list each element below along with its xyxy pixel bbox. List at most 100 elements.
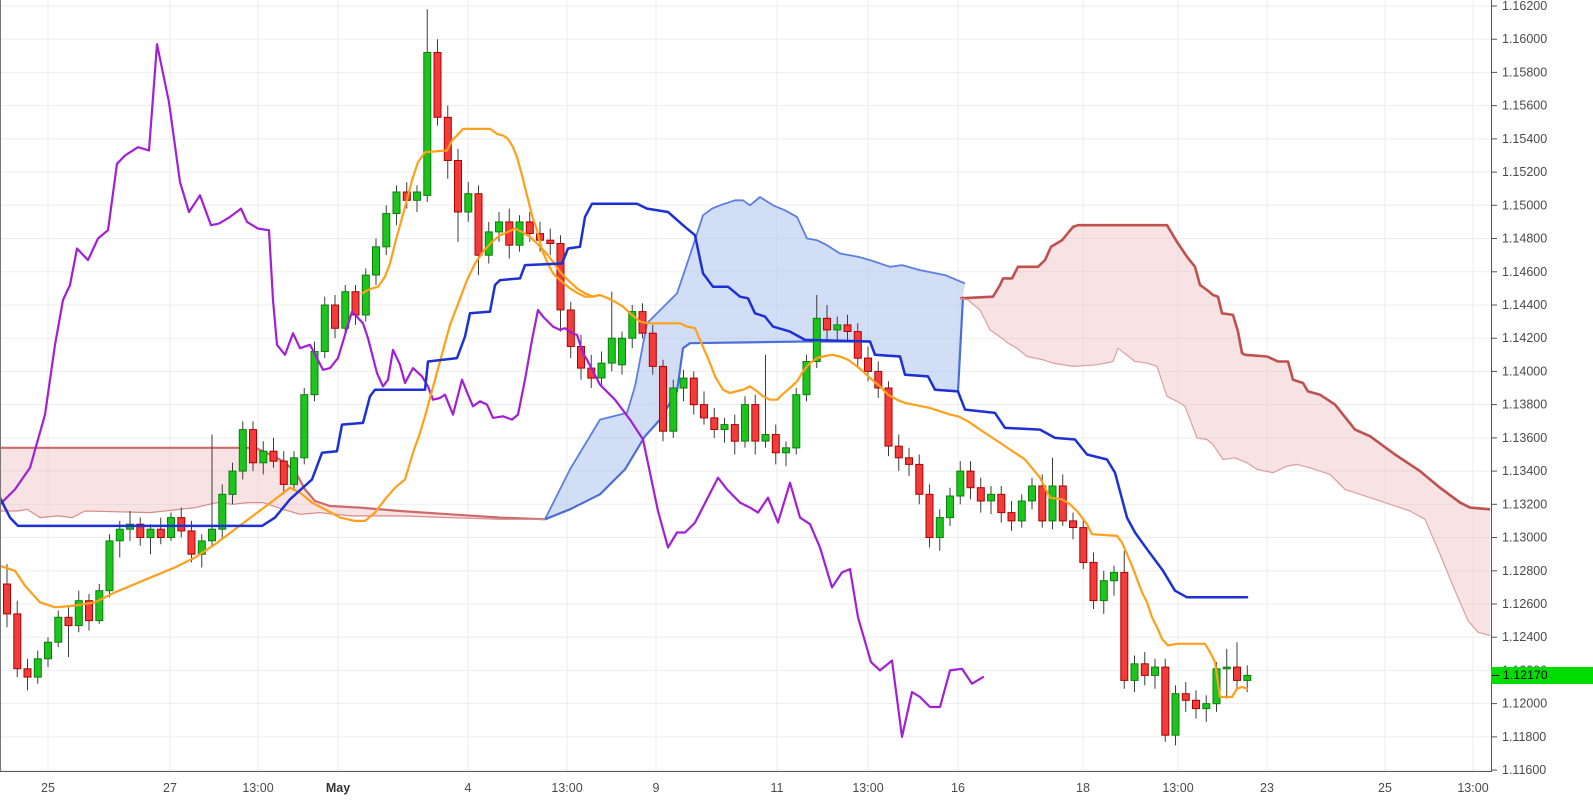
candle-up: [956, 470, 965, 497]
candle-up: [372, 246, 380, 276]
candle-down: [648, 332, 657, 367]
candle-down: [843, 324, 852, 332]
candle-up: [382, 213, 391, 248]
time-tick-label: 25: [41, 781, 55, 795]
candle-down: [751, 404, 760, 442]
tenkan-sen-line: [0, 227, 1249, 699]
time-tick-label: 18: [1076, 781, 1090, 795]
candle-down: [156, 528, 165, 539]
candle-up: [228, 470, 237, 495]
candle-up: [607, 337, 616, 364]
candle-down: [433, 52, 442, 118]
candle-up: [669, 387, 678, 432]
candle-up: [238, 429, 247, 472]
candle-down: [1089, 561, 1098, 602]
candle-down: [915, 463, 924, 495]
candle-up: [1171, 693, 1180, 736]
candle-down: [279, 460, 288, 485]
candle-up: [792, 394, 801, 449]
candle-down: [1140, 663, 1149, 676]
time-tick-label: 13:00: [1162, 781, 1193, 795]
price-tick-label: 1.13600: [1502, 431, 1547, 445]
price-tick-label: 1.13800: [1502, 398, 1547, 412]
candles-series: [3, 9, 1252, 746]
price-tick-label: 1.12000: [1502, 697, 1547, 711]
candle-up: [946, 495, 954, 519]
candle-up: [935, 517, 944, 538]
candle-up: [392, 191, 401, 215]
price-tick-label: 1.13000: [1502, 531, 1547, 545]
candle-down: [443, 116, 452, 162]
candle-up: [361, 274, 370, 316]
candle-up: [167, 517, 175, 538]
candle-up: [1017, 500, 1026, 522]
candle-down: [1120, 571, 1129, 681]
candle-up: [95, 590, 104, 622]
price-tick-label: 1.13200: [1502, 497, 1547, 511]
candle-up: [33, 658, 42, 678]
candle-up: [484, 231, 493, 256]
candle-down: [546, 239, 555, 244]
candle-up: [1243, 674, 1252, 681]
time-axis[interactable]: 25 27 13:00 May 4 13:00 9 11 13:00 16 18 13:00 23 25 1…: [0, 771, 1492, 796]
tenkan-sen-fast-line: [360, 127, 602, 298]
candle-down: [894, 445, 903, 459]
current-price-label: 1.12170: [1491, 667, 1593, 684]
price-tick-label: 1.16200: [1502, 0, 1547, 13]
price-tick-label: 1.15600: [1502, 99, 1547, 113]
candle-down: [1079, 527, 1088, 563]
time-tick-label: 16: [951, 781, 965, 795]
chikou-span-line: [0, 43, 985, 739]
price-tick-label: 1.14400: [1502, 298, 1547, 312]
candle-down: [966, 470, 975, 489]
candle-down: [525, 221, 534, 234]
time-tick-label: 13:00: [852, 781, 883, 795]
candle-down: [874, 370, 883, 389]
candle-up: [1130, 663, 1139, 681]
kumo-right-red-upper-edge: [959, 223, 1491, 511]
candle-up: [423, 52, 432, 196]
candle-up: [618, 337, 626, 366]
candle-down: [136, 523, 145, 539]
candle-down: [1181, 693, 1190, 701]
candle-up: [1222, 666, 1231, 670]
candle-up: [628, 311, 637, 339]
candle-down: [13, 613, 22, 670]
candle-down: [474, 193, 483, 256]
time-tick-label: 27: [163, 781, 177, 795]
candle-up: [833, 324, 842, 331]
candle-down: [177, 517, 186, 532]
kumo-mid-blue: [545, 197, 965, 520]
candle-down: [1007, 512, 1016, 522]
candle-down: [864, 357, 872, 372]
candle-down: [884, 387, 893, 447]
candle-up: [413, 191, 421, 201]
candle-up: [987, 493, 995, 502]
candle-up: [464, 193, 473, 213]
candle-down: [566, 309, 575, 347]
candle-up: [1099, 580, 1108, 602]
candle-down: [710, 417, 719, 430]
candle-down: [689, 377, 698, 406]
candle-up: [341, 291, 350, 329]
candle-up: [802, 361, 811, 396]
candle-down: [331, 304, 339, 329]
candle-up: [146, 528, 155, 539]
candle-up: [782, 447, 790, 454]
candle-down: [23, 668, 32, 678]
kumo-left-red: [0, 447, 545, 520]
price-tick-label: 1.14600: [1502, 265, 1547, 279]
time-tick-label: 25: [1378, 781, 1392, 795]
candle-up: [105, 540, 114, 592]
kijun-sen-line: [0, 202, 1249, 599]
candle-down: [925, 493, 934, 538]
price-tick-label: 1.15400: [1502, 132, 1547, 146]
candle-down: [64, 616, 73, 627]
candle-up: [218, 493, 227, 530]
candle-down: [1058, 485, 1067, 522]
candle-down: [1161, 666, 1170, 736]
time-tick-label: 13:00: [242, 781, 273, 795]
candle-down: [269, 450, 278, 462]
time-tick-label: 13:00: [1457, 781, 1488, 795]
